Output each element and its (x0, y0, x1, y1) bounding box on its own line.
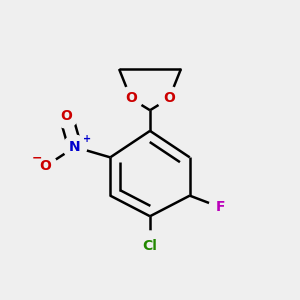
Text: O: O (163, 92, 175, 106)
Text: O: O (40, 159, 51, 173)
Text: −: − (32, 152, 42, 164)
Circle shape (54, 104, 78, 128)
Text: O: O (60, 109, 72, 123)
Circle shape (34, 154, 57, 178)
Circle shape (63, 135, 87, 159)
Circle shape (158, 87, 181, 110)
Text: N: N (69, 140, 81, 154)
Text: +: + (82, 134, 91, 144)
Circle shape (119, 87, 142, 110)
Text: O: O (125, 92, 137, 106)
Circle shape (135, 231, 165, 260)
Text: F: F (216, 200, 225, 214)
Circle shape (209, 196, 232, 219)
Text: Cl: Cl (142, 239, 158, 253)
